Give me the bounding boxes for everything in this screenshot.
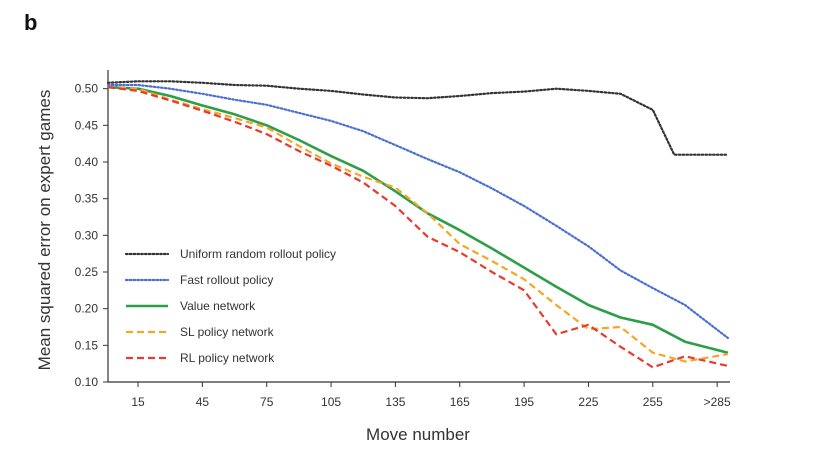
x-tick-label: 195	[514, 395, 534, 409]
y-tick-label: 0.45	[75, 118, 99, 132]
panel-label: b	[24, 10, 38, 35]
y-tick-label: 0.40	[75, 155, 99, 169]
series-line-4	[107, 86, 729, 369]
legend-label-4: RL policy network	[180, 351, 275, 365]
x-tick-label: 45	[196, 395, 210, 409]
y-tick-label: 0.50	[75, 82, 99, 96]
x-tick-label: 15	[131, 395, 145, 409]
y-tick-label: 0.30	[75, 228, 99, 242]
series-line-0	[106, 80, 730, 156]
legend-label-1: Fast rollout policy	[180, 273, 273, 287]
y-tick-label: 0.15	[75, 338, 99, 352]
legend: Uniform random rollout policy Fast rollou…	[124, 247, 336, 365]
series-layer	[106, 80, 730, 369]
axes: 0.10 0.15 0.20 0.25 0.30 0.35 0.40 0.45 0.50 15 45…	[75, 70, 731, 409]
series-line-3	[107, 86, 729, 363]
y-tick-label: 0.10	[75, 375, 99, 389]
series-line-1	[106, 83, 730, 340]
x-tick-label: >285	[704, 395, 731, 409]
legend-label-2: Value network	[180, 299, 256, 313]
x-tick-label: 105	[321, 395, 341, 409]
legend-label-3: SL policy network	[180, 325, 275, 339]
y-tick-label: 0.35	[75, 192, 99, 206]
y-axis-title: Mean squared error on expert games	[35, 90, 54, 371]
x-tick-label: 255	[643, 395, 663, 409]
legend-label-0: Uniform random rollout policy	[180, 247, 336, 261]
x-axis-title: Move number	[366, 425, 470, 444]
series-line-2	[107, 85, 729, 354]
y-tick-label: 0.25	[75, 265, 99, 279]
x-tick-label: 225	[578, 395, 598, 409]
y-tick-label: 0.20	[75, 302, 99, 316]
x-tick-label: 135	[385, 395, 405, 409]
x-tick-label: 75	[260, 395, 274, 409]
x-tick-label: 165	[450, 395, 470, 409]
